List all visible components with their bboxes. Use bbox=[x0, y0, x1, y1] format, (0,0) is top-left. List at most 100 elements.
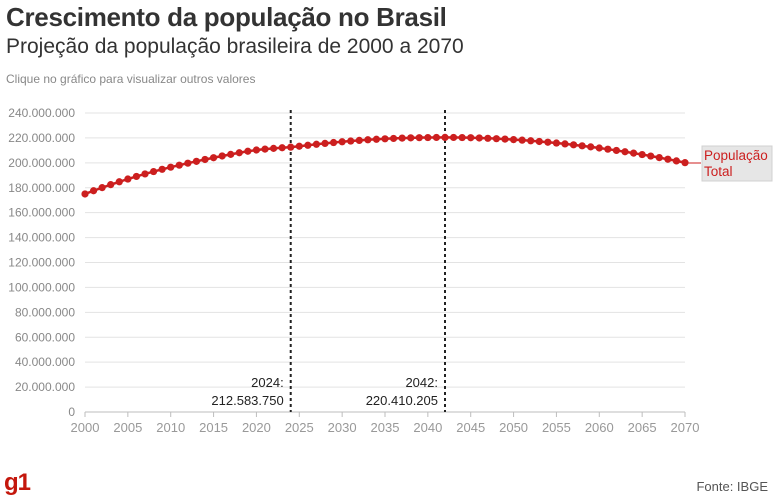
y-tick-label: 60.000.000 bbox=[15, 330, 75, 344]
data-point[interactable] bbox=[201, 155, 209, 164]
data-point[interactable] bbox=[441, 133, 449, 142]
data-point[interactable] bbox=[89, 187, 98, 195]
data-point[interactable] bbox=[107, 181, 115, 189]
data-point[interactable] bbox=[115, 178, 123, 186]
data-point[interactable] bbox=[672, 157, 681, 165]
chart-title: Crescimento da população no Brasil bbox=[6, 2, 447, 32]
data-point[interactable] bbox=[81, 190, 89, 198]
data-point[interactable] bbox=[535, 137, 543, 146]
data-point[interactable] bbox=[527, 137, 535, 145]
data-point[interactable] bbox=[364, 136, 372, 144]
data-point[interactable] bbox=[158, 165, 166, 173]
data-point[interactable] bbox=[492, 135, 501, 143]
data-point[interactable] bbox=[629, 149, 638, 157]
x-tick-label: 2070 bbox=[671, 420, 700, 435]
data-point[interactable] bbox=[587, 143, 595, 151]
y-tick-label: 0 bbox=[68, 405, 75, 419]
data-point[interactable] bbox=[295, 142, 303, 150]
data-point[interactable] bbox=[389, 134, 398, 143]
data-point[interactable] bbox=[338, 138, 346, 146]
data-point[interactable] bbox=[321, 139, 329, 147]
data-point[interactable] bbox=[329, 138, 338, 147]
g1-logo: g1 bbox=[4, 469, 31, 496]
data-point[interactable] bbox=[252, 146, 261, 154]
data-point[interactable] bbox=[209, 154, 218, 162]
data-point[interactable] bbox=[227, 150, 235, 158]
data-point[interactable] bbox=[415, 134, 423, 142]
data-point[interactable] bbox=[304, 141, 312, 149]
x-axis-ticks: 2000 2005 2010 2015 2020 2025 2030 2035 2040 2045… bbox=[71, 412, 700, 435]
y-tick-label: 160.000.000 bbox=[8, 206, 75, 220]
data-point[interactable] bbox=[184, 159, 192, 167]
data-point[interactable] bbox=[244, 147, 252, 155]
x-tick-label: 2060 bbox=[585, 420, 614, 435]
data-point[interactable] bbox=[167, 163, 175, 171]
series-line[interactable] bbox=[84, 136, 686, 196]
annotation-value: 220.410.205 bbox=[366, 393, 438, 408]
data-point[interactable] bbox=[655, 154, 663, 162]
x-tick-label: 2010 bbox=[156, 420, 185, 435]
y-tick-label: 200.000.000 bbox=[8, 156, 75, 170]
source-note: Fonte: IBGE bbox=[696, 479, 768, 494]
data-point[interactable] bbox=[235, 149, 243, 157]
data-point[interactable] bbox=[355, 136, 363, 145]
data-point[interactable] bbox=[398, 134, 406, 142]
annotation-year: 2024: bbox=[251, 375, 284, 390]
data-point[interactable] bbox=[518, 136, 526, 144]
data-point[interactable] bbox=[269, 144, 278, 152]
x-tick-label: 2040 bbox=[413, 420, 442, 435]
data-point[interactable] bbox=[218, 152, 226, 160]
data-point[interactable] bbox=[681, 159, 689, 167]
data-point[interactable] bbox=[287, 143, 295, 151]
data-point[interactable] bbox=[432, 133, 441, 142]
data-point[interactable] bbox=[621, 148, 629, 156]
data-point[interactable] bbox=[467, 134, 475, 142]
data-point[interactable] bbox=[647, 152, 655, 160]
data-point[interactable] bbox=[141, 170, 149, 178]
data-point[interactable] bbox=[372, 135, 381, 143]
data-point[interactable] bbox=[175, 161, 183, 169]
data-point[interactable] bbox=[475, 134, 483, 142]
y-tick-label: 140.000.000 bbox=[8, 231, 75, 245]
population-line-chart[interactable]: 0 20.000.000 40.000.000 60.000.000 80.000.00… bbox=[0, 0, 780, 470]
data-point[interactable] bbox=[312, 140, 321, 148]
y-tick-label: 240.000.000 bbox=[8, 106, 75, 120]
data-point[interactable] bbox=[544, 138, 552, 146]
x-tick-label: 2020 bbox=[242, 420, 271, 435]
data-point[interactable] bbox=[509, 135, 518, 144]
x-tick-label: 2015 bbox=[199, 420, 228, 435]
chart-hint: Clique no gráfico para visualizar outros… bbox=[6, 72, 256, 86]
x-tick-label: 2055 bbox=[542, 420, 571, 435]
data-point[interactable] bbox=[561, 140, 569, 148]
data-point[interactable] bbox=[261, 145, 269, 153]
data-point[interactable] bbox=[484, 134, 492, 142]
data-point[interactable] bbox=[98, 184, 106, 192]
data-point[interactable] bbox=[569, 141, 578, 149]
y-tick-label: 220.000.000 bbox=[8, 131, 75, 145]
y-axis-ticks: 0 20.000.000 40.000.000 60.000.000 80.000.00… bbox=[8, 106, 75, 419]
data-point[interactable] bbox=[407, 134, 415, 142]
series-layer[interactable] bbox=[81, 133, 689, 198]
data-point[interactable] bbox=[132, 172, 141, 181]
data-point[interactable] bbox=[638, 150, 646, 159]
data-point[interactable] bbox=[424, 133, 432, 142]
data-point[interactable] bbox=[612, 146, 621, 155]
data-point[interactable] bbox=[192, 157, 201, 165]
data-point[interactable] bbox=[458, 133, 466, 142]
data-point[interactable] bbox=[149, 167, 158, 176]
x-tick-label: 2065 bbox=[628, 420, 657, 435]
data-point[interactable] bbox=[278, 144, 286, 152]
data-point[interactable] bbox=[595, 144, 603, 152]
data-point[interactable] bbox=[381, 135, 389, 143]
data-point[interactable] bbox=[347, 137, 355, 145]
data-point[interactable] bbox=[604, 145, 612, 153]
data-point[interactable] bbox=[552, 139, 561, 147]
series-label-line-2: Total bbox=[704, 164, 733, 179]
annotation-value: 212.583.750 bbox=[211, 393, 283, 408]
data-point[interactable] bbox=[501, 135, 509, 143]
data-point[interactable] bbox=[124, 175, 132, 183]
data-point[interactable] bbox=[664, 155, 672, 163]
x-tick-label: 2035 bbox=[371, 420, 400, 435]
data-point[interactable] bbox=[449, 133, 458, 142]
data-point[interactable] bbox=[578, 142, 586, 150]
